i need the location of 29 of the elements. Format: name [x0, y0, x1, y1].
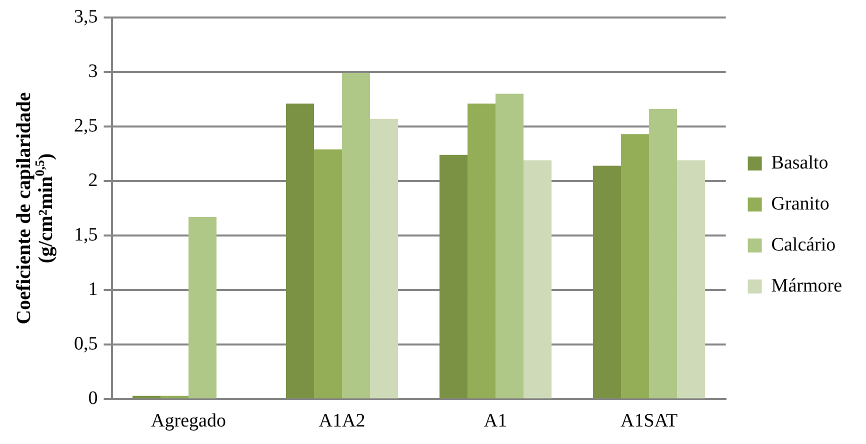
legend-label: Basalto	[771, 152, 828, 174]
y-tick-label: 2,5	[74, 115, 98, 136]
legend-label: Granito	[771, 193, 830, 214]
bar	[440, 154, 468, 398]
y-tick-label: 0	[88, 388, 98, 410]
legend-label: Calcário	[771, 234, 836, 256]
bar	[188, 217, 217, 398]
bar	[314, 149, 342, 398]
bar	[286, 104, 314, 398]
bar	[496, 94, 524, 398]
bar	[370, 118, 398, 398]
x-tick-label: A1SAT	[620, 410, 678, 432]
bar	[621, 134, 650, 398]
legend-label: Mármore	[771, 275, 842, 296]
bar	[524, 160, 552, 398]
x-tick-label: A1A2	[318, 410, 366, 432]
bar	[593, 166, 622, 398]
y-tick-label: 1	[88, 279, 98, 300]
y-tick-label: 3,5	[74, 6, 98, 28]
bar	[649, 109, 678, 398]
x-tick-label: A1	[484, 410, 508, 432]
y-tick-label: 0,5	[74, 334, 98, 355]
x-tick-label: Agregado	[151, 410, 226, 432]
bar	[468, 104, 496, 398]
y-tick-label: 1,5	[74, 224, 98, 246]
bar	[342, 73, 370, 398]
y-tick-label: 3	[88, 60, 98, 82]
bar	[677, 160, 706, 398]
y-tick-label: 2	[88, 170, 98, 192]
